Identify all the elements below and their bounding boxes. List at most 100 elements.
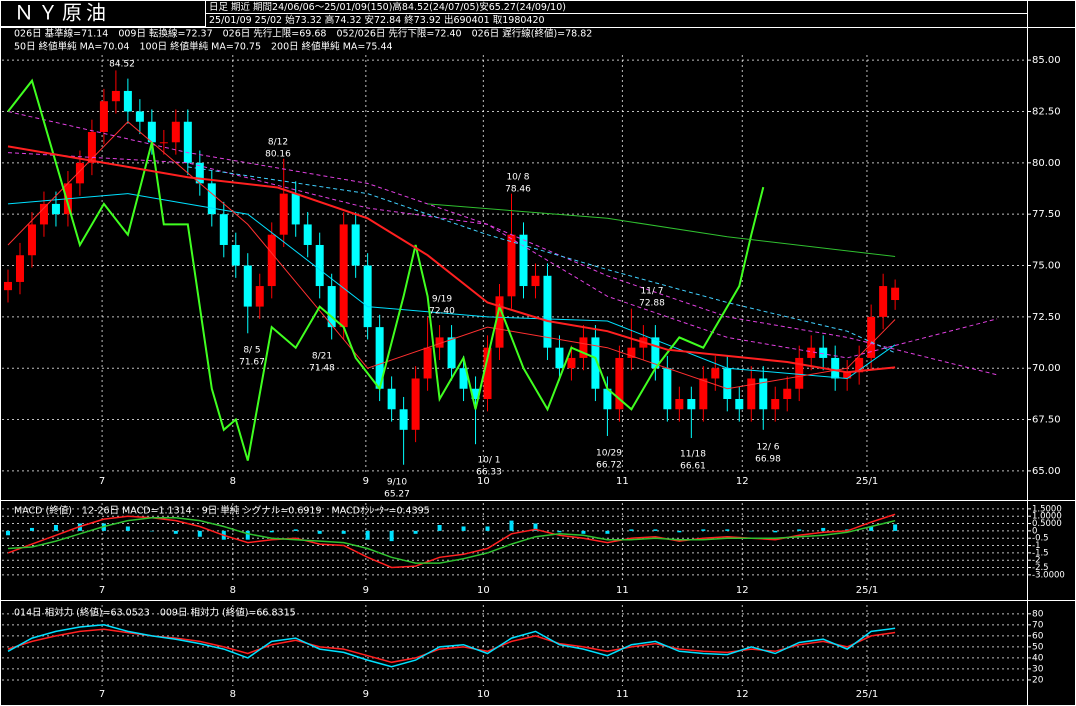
legend-entry: 200日 終値単純 MA=75.44 <box>271 41 393 53</box>
candle-body <box>87 132 96 163</box>
annotation-price: 80.16 <box>265 150 291 160</box>
annotation-price: 72.40 <box>429 307 455 317</box>
annotation-price: 66.33 <box>476 468 502 478</box>
annotation-date: 8/21 <box>312 352 332 362</box>
annotation-price: 78.46 <box>505 185 531 195</box>
candle-body <box>207 183 216 215</box>
legend-entry: 9日 単純 シグナル=0.6919 <box>202 505 322 517</box>
candle-body <box>819 347 828 358</box>
candle-body <box>483 347 492 400</box>
candle-body <box>159 142 168 144</box>
histogram-bar <box>149 530 154 532</box>
histogram-bar <box>53 525 58 531</box>
candle-body <box>555 347 564 369</box>
histogram-bar <box>317 530 322 534</box>
annotation-date: 10/29 <box>596 449 622 459</box>
series-line <box>7 513 896 569</box>
candle-body <box>591 337 600 389</box>
candle-body <box>735 399 744 410</box>
candle-body <box>99 101 108 133</box>
candle-body <box>831 357 840 379</box>
histogram-bar <box>869 526 874 531</box>
legend-entry: 009日 転換線=72.37 <box>118 28 212 40</box>
x-tick-label: 9 <box>363 689 369 700</box>
legend-entry: MACD (終値) <box>14 505 72 517</box>
x-tick-label: 7 <box>99 585 105 596</box>
candle-body <box>399 409 408 430</box>
candle-body <box>423 347 432 379</box>
overlay-line <box>427 203 896 257</box>
candle-body <box>531 275 540 287</box>
annotation-date: 9/10 <box>387 478 407 488</box>
info-line: 日足 期近 期間24/06/06～25/01/09(150)高84.52(24/… <box>209 1 566 13</box>
annotation-date: 8/12 <box>268 138 288 148</box>
y-tick-label: 80 <box>1032 609 1044 619</box>
legend-entry: 100日 終値単純 MA=70.75 <box>139 41 261 53</box>
candle-body <box>135 111 144 122</box>
candle-body <box>351 224 360 266</box>
histogram-bar <box>725 529 730 531</box>
legend-entry: 052/026日 先行下限=72.40 <box>336 28 461 40</box>
candle-body <box>795 357 804 389</box>
y-tick-label: -2 <box>1032 556 1040 566</box>
x-tick-label: 7 <box>99 476 105 487</box>
annotation-price: 66.72 <box>596 461 622 471</box>
annotation-price: 84.52 <box>109 60 135 70</box>
annotation-date: 10/ 8 <box>506 173 529 183</box>
annotation-date: 8/ 5 <box>243 346 260 356</box>
y-tick-label: 1.5000 <box>1032 504 1062 514</box>
y-tick-label: 0 <box>1032 526 1037 536</box>
candle-body <box>291 193 300 225</box>
info-line: 25/01/09 25/02 始73.32 高74.32 安72.84 終73.… <box>209 14 545 26</box>
overlay-line <box>7 121 896 390</box>
histogram-bar <box>485 526 490 531</box>
candle-body <box>435 337 444 348</box>
y-tick-label: -3.0000 <box>1032 570 1065 580</box>
x-tick-label: 10 <box>477 689 490 700</box>
candle-body <box>147 121 156 143</box>
overlay-line <box>7 152 998 359</box>
x-tick-label: 8 <box>230 585 236 596</box>
annotation-price: 66.98 <box>755 455 781 465</box>
candle-body <box>387 388 396 410</box>
series-line <box>7 624 896 668</box>
candle-body <box>495 296 504 348</box>
y-tick-label: 70.00 <box>1032 363 1061 374</box>
histogram-bar <box>29 527 34 531</box>
candle-body <box>747 378 756 410</box>
histogram-bar <box>245 530 250 540</box>
candle-body <box>471 388 480 400</box>
y-tick-label: -2.5 <box>1032 563 1049 573</box>
y-tick-label: 80.00 <box>1032 158 1061 169</box>
y-tick-label: 30 <box>1032 664 1044 674</box>
y-tick-label: 60 <box>1032 631 1044 641</box>
candle-body <box>27 224 36 256</box>
candle-body <box>195 162 204 184</box>
candle-body <box>327 286 336 328</box>
candle-body <box>51 203 60 215</box>
legend-entry: 026日 先行上限=69.68 <box>223 28 327 40</box>
candle-body <box>543 275 552 348</box>
candle-body <box>603 388 612 410</box>
annotation-date: 11/18 <box>680 450 706 460</box>
x-tick-label: 10 <box>477 476 490 487</box>
candle-body <box>507 234 516 297</box>
x-tick-label: 12 <box>736 689 749 700</box>
chart-title: ＮＹ原油 <box>14 1 110 25</box>
candle-body <box>303 224 312 245</box>
histogram-bar <box>629 529 634 531</box>
candle-body <box>579 337 588 358</box>
x-tick-label: 9 <box>363 476 369 487</box>
annotation-price: 66.61 <box>680 462 706 472</box>
candle-body <box>39 203 48 225</box>
x-tick-label: 25/1 <box>856 689 878 700</box>
candle-body <box>651 337 660 369</box>
candle-body <box>255 286 264 307</box>
legend-entry: 026日 遅行線(終値)=78.82 <box>472 28 593 40</box>
candle-body <box>759 378 768 410</box>
annotation-price: 65.27 <box>384 490 410 500</box>
candle-body <box>723 368 732 400</box>
overlay-line <box>7 78 765 461</box>
